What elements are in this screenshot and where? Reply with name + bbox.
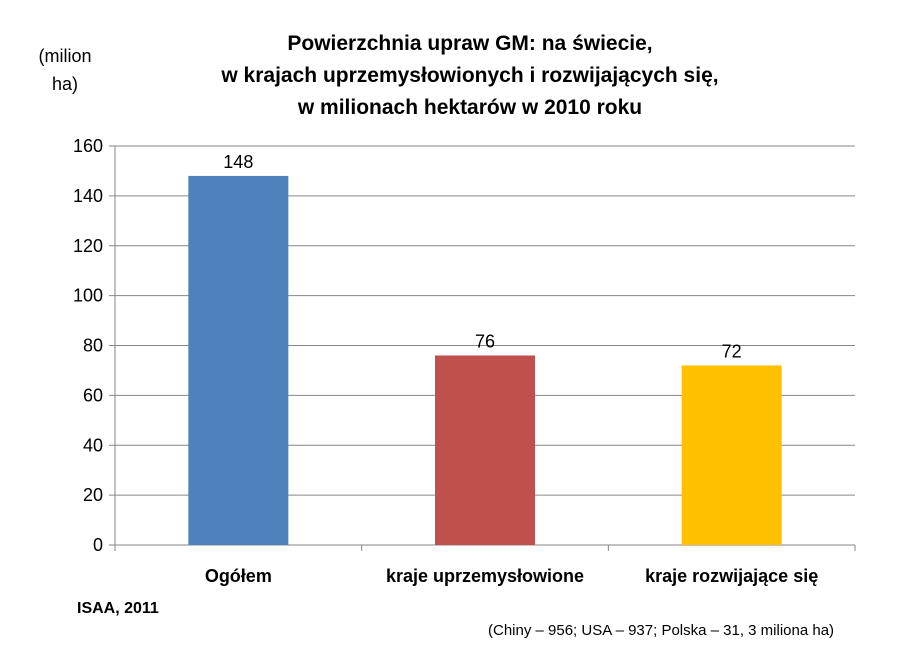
data-label: 148 — [223, 152, 253, 172]
y-tick-label: 0 — [93, 535, 103, 555]
title-line: Powierzchnia upraw GM: na świecie, — [287, 32, 653, 55]
bar — [681, 365, 782, 545]
x-tick-label: kraje rozwijające się — [645, 566, 818, 586]
y-tick-label: 80 — [83, 336, 103, 356]
y-tick-label: 20 — [83, 485, 103, 505]
y-tick-label: 100 — [73, 286, 103, 306]
y-tick-label: 60 — [83, 385, 103, 405]
title-line: w milionach hektarów w 2010 roku — [297, 96, 643, 119]
source-label: ISAA, 2011 — [77, 600, 159, 617]
x-tick-label: Ogółem — [205, 566, 272, 586]
y-axis-unit: (milion ha) — [30, 42, 100, 98]
unit-line: ha) — [51, 74, 78, 94]
data-label: 76 — [475, 331, 495, 351]
footnote: (Chiny – 956; USA – 937; Polska – 31, 3 … — [488, 622, 835, 639]
y-tick-label: 160 — [73, 136, 103, 156]
data-label: 72 — [722, 341, 742, 361]
title-line: w krajach uprzemysłowionych i rozwijając… — [221, 64, 719, 87]
y-tick-label: 140 — [73, 186, 103, 206]
y-tick-label: 120 — [73, 236, 103, 256]
unit-line: (milion — [38, 46, 92, 66]
chart-title: Powierzchnia upraw GM: na świecie, w kra… — [160, 28, 780, 124]
x-tick-label: kraje uprzemysłowione — [386, 566, 584, 586]
bar — [188, 175, 289, 546]
y-tick-label: 40 — [83, 435, 103, 455]
bar — [435, 355, 535, 545]
